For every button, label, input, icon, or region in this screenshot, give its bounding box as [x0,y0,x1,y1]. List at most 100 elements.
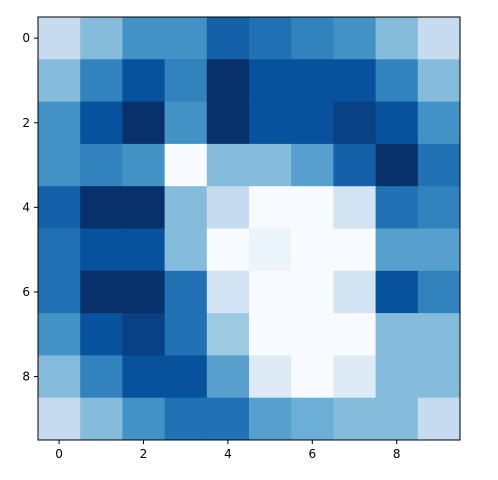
heatmap-cell [333,143,377,187]
x-tick-label: 2 [140,447,148,461]
heatmap-cell [291,17,334,60]
heatmap-cell [417,270,461,314]
heatmap-cell [122,397,166,441]
heatmap-cell [333,17,377,60]
heatmap-cell [333,186,377,229]
heatmap-cell [80,228,123,272]
heatmap-cell [164,186,208,229]
heatmap-cell [249,397,292,441]
heatmap-cell [206,17,250,60]
heatmap-cell [164,355,208,399]
heatmap-cell [122,270,166,314]
heatmap-cell [38,17,81,60]
heatmap-cell [122,17,166,60]
heatmap-cell [38,101,81,145]
heatmap-cell [291,228,334,272]
heatmap-cell [80,101,123,145]
heatmap-cell [38,270,81,314]
heatmap-cell [375,186,419,229]
heatmap-cell [417,397,461,441]
heatmap-cell [206,313,250,356]
heatmap-cell [164,59,208,103]
heatmap-cell [249,355,292,399]
heatmap-cell [80,355,123,399]
heatmap-cell [164,397,208,441]
heatmap-cell [417,313,461,356]
heatmap-cell [333,397,377,441]
heatmap-cell [206,228,250,272]
heatmap-cell [80,143,123,187]
heatmap-cell [291,355,334,399]
heatmap-cell [375,101,419,145]
heatmap-cell [333,228,377,272]
heatmap-cell [122,59,166,103]
heatmap-cell [291,313,334,356]
heatmap-cell [249,143,292,187]
heatmap-cell [38,355,81,399]
plot-frame [37,16,461,441]
heatmap-cell [249,270,292,314]
heatmap-cell [333,355,377,399]
y-tick-label: 6 [22,285,30,299]
heatmap-cell [417,143,461,187]
x-tick-label: 4 [224,447,232,461]
heatmap-cell [375,59,419,103]
heatmap-cell [206,101,250,145]
heatmap-cell [375,228,419,272]
heatmap-cell [291,59,334,103]
heatmap-cell [122,186,166,229]
y-axis: 0 2 4 6 8 [22,31,38,384]
heatmap-cell [80,17,123,60]
heatmap-cell [164,313,208,356]
heatmap-cell [417,17,461,60]
y-tick-label: 8 [22,370,30,384]
heatmap-cell [417,355,461,399]
x-tick-label: 6 [308,447,316,461]
heatmap-cell [122,313,166,356]
heatmap-cell [122,143,166,187]
heatmap-cell [80,313,123,356]
heatmap-cell [38,186,81,229]
heatmap-cell [291,101,334,145]
heatmap-cell [80,270,123,314]
heatmap-cell [375,313,419,356]
heatmap-cell [206,355,250,399]
heatmap-cell [164,17,208,60]
heatmap-cell [291,143,334,187]
heatmap-cells [38,17,461,441]
heatmap-cell [333,313,377,356]
heatmap-cell [249,17,292,60]
heatmap-cell [206,59,250,103]
heatmap-cell [122,355,166,399]
heatmap-cell [80,59,123,103]
heatmap-cell [375,397,419,441]
x-axis: 0 2 4 6 8 [55,440,401,461]
heatmap-cell [417,59,461,103]
heatmap-cell [333,270,377,314]
heatmap-cell [291,397,334,441]
heatmap-cell [164,143,208,187]
heatmap-cell [80,186,123,229]
heatmap-cell [375,143,419,187]
x-tick-label: 8 [393,447,401,461]
heatmap-cell [249,59,292,103]
heatmap-cell [38,143,81,187]
heatmap-cell [38,397,81,441]
heatmap-cell [375,355,419,399]
heatmap-cell [291,270,334,314]
heatmap-cell [333,101,377,145]
heatmap-cell [206,270,250,314]
heatmap-cell [375,270,419,314]
y-tick-label: 2 [22,116,30,130]
heatmap-cell [206,143,250,187]
heatmap-cell [206,397,250,441]
heatmap-cell [417,228,461,272]
heatmap-cell [417,186,461,229]
heatmap-cell [249,313,292,356]
heatmap-cell [38,59,81,103]
heatmap-cell [38,228,81,272]
heatmap-cell [291,186,334,229]
heatmap-cell [333,59,377,103]
heatmap-cell [375,17,419,60]
heatmap-cell [206,186,250,229]
